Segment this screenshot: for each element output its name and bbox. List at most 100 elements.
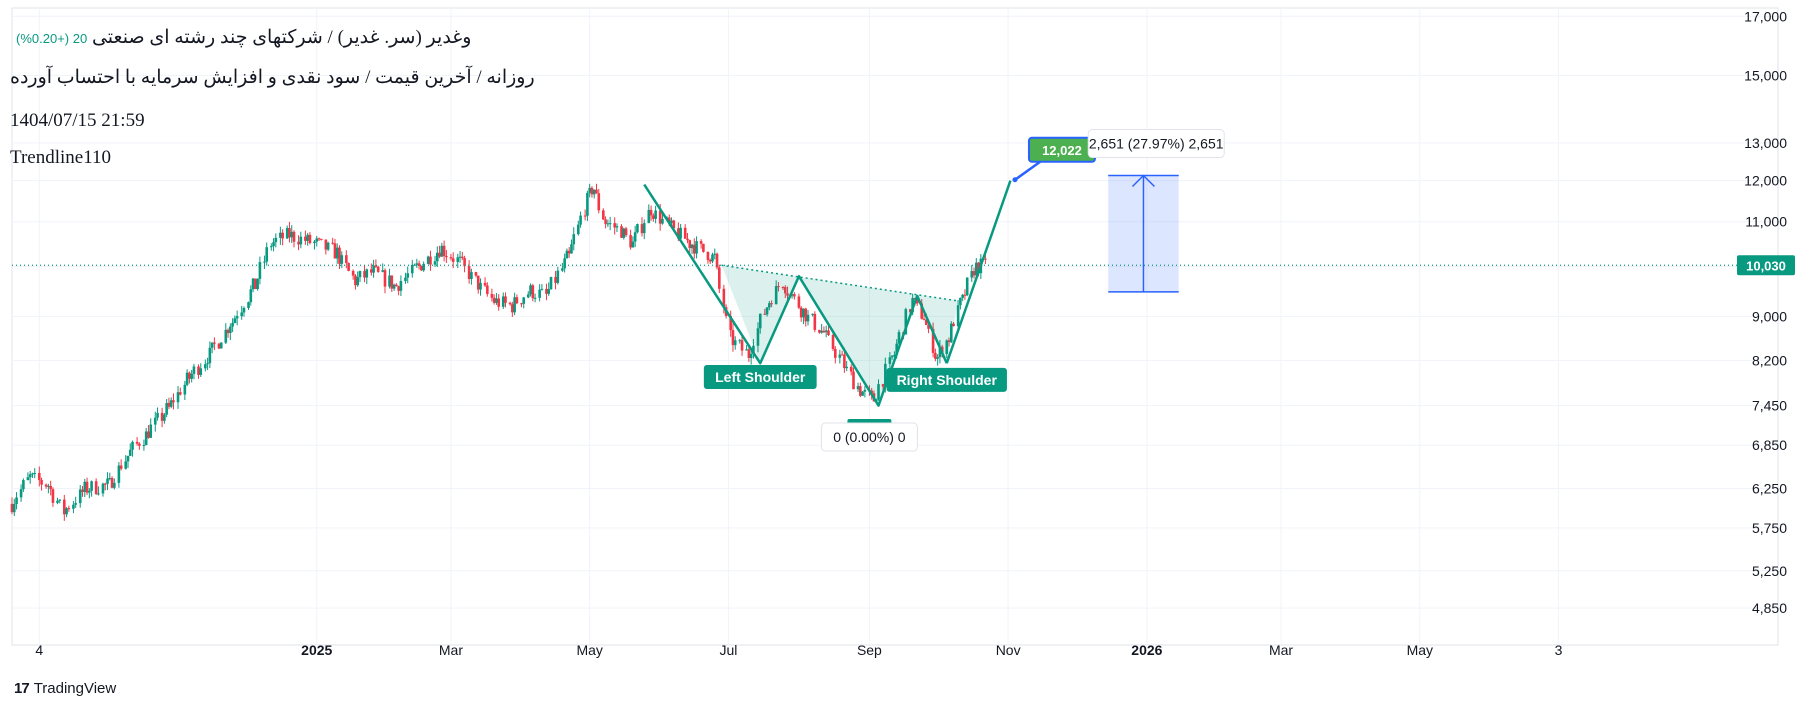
candle-body <box>686 238 689 241</box>
candle-body <box>381 270 385 272</box>
candle-body <box>279 232 282 238</box>
candle-body <box>713 253 717 255</box>
candle-body <box>94 481 98 494</box>
candle-body <box>833 348 837 358</box>
tradingview-brand[interactable]: 17 TradingView <box>14 680 116 697</box>
candle-body <box>692 244 696 254</box>
time-axis[interactable]: 4 2025 Mar May Jul Sep Nov 2026 Mar May 3 <box>35 642 1562 658</box>
candle-body <box>859 386 862 396</box>
candle-body <box>229 326 232 334</box>
candle-body <box>351 270 355 276</box>
candle-body <box>529 285 532 295</box>
candle-body <box>658 210 662 224</box>
candle-body <box>476 275 480 290</box>
candle-body <box>695 241 698 254</box>
candle-body <box>470 272 473 280</box>
candle-body <box>679 227 682 239</box>
candle-body <box>820 330 823 333</box>
candle-body <box>845 366 848 369</box>
candle-body <box>456 257 460 262</box>
candle-body <box>636 224 639 233</box>
candle-body <box>806 314 810 322</box>
time-tick-label: Sep <box>857 642 882 658</box>
candle-body <box>81 489 84 492</box>
candle-body <box>947 340 951 343</box>
candle-body <box>490 293 494 298</box>
projection-arrowhead <box>1131 174 1155 188</box>
candle-body <box>442 245 446 257</box>
price-tick-label: 6,850 <box>1752 437 1787 453</box>
brand-name: TradingView <box>33 680 117 697</box>
time-tick-label: 2026 <box>1131 642 1162 658</box>
last-price-label: 10,030 <box>1746 258 1786 273</box>
candle-body <box>595 189 598 194</box>
candle-body <box>590 187 594 195</box>
candle-body <box>142 445 146 447</box>
price-axis[interactable]: 17,00015,00013,00012,00011,00010,0009,00… <box>12 8 1795 616</box>
candle-body <box>231 322 234 327</box>
time-tick-label: May <box>576 642 602 658</box>
time-tick-label: 4 <box>35 642 43 658</box>
candle-body <box>890 355 894 358</box>
candle-body <box>770 303 773 305</box>
candle-body <box>256 278 259 290</box>
candle-body <box>613 223 616 228</box>
candle-body <box>106 478 109 484</box>
candle-body <box>324 239 328 250</box>
candle-body <box>604 219 607 224</box>
candle-body <box>711 254 714 262</box>
candle-body <box>333 243 337 259</box>
chart-author: Trendline110 <box>10 147 111 168</box>
candle-body <box>358 271 362 278</box>
candle-body <box>206 363 209 365</box>
candle-body <box>533 297 537 299</box>
candle-body <box>197 366 200 375</box>
candle-body <box>745 349 748 351</box>
candle-body <box>706 251 710 261</box>
candle-body <box>461 256 464 259</box>
candle-body <box>763 313 767 315</box>
candle-body <box>188 372 191 379</box>
candle-body <box>288 228 291 238</box>
candle-body <box>33 472 37 474</box>
candle-body <box>511 304 514 313</box>
breakout-line <box>945 180 1012 364</box>
candle-body <box>813 313 817 330</box>
candle-body <box>263 261 266 263</box>
candle-body <box>219 342 223 349</box>
candle-body <box>435 252 439 262</box>
candle-body <box>240 312 244 317</box>
candle-body <box>110 478 114 488</box>
candle-body <box>752 345 755 354</box>
candle-body <box>217 343 221 349</box>
candle-body <box>117 465 121 483</box>
candle-body <box>938 346 942 358</box>
candle-body <box>554 276 557 283</box>
head-and-shoulders-pattern[interactable]: 12,022 <box>643 136 1096 407</box>
candle-body <box>113 482 116 488</box>
candle-body <box>977 262 980 274</box>
candle-body <box>317 238 321 240</box>
last-price-badge <box>1737 255 1795 276</box>
candle-body <box>19 489 23 498</box>
candle-body <box>922 318 926 320</box>
pattern-label-box <box>703 364 817 389</box>
time-tick-label: 3 <box>1555 642 1563 658</box>
candle-body <box>888 357 892 364</box>
candle-body <box>65 508 68 515</box>
pattern-label: Right Shoulder <box>897 372 998 388</box>
candle-body <box>718 267 721 289</box>
price-tick-label: 11,000 <box>1745 214 1787 230</box>
candle-body <box>420 265 423 271</box>
candle-body <box>708 260 712 262</box>
candle-body <box>486 285 489 294</box>
price-projection-range[interactable]: 2,651 (27.97%) 2,651 <box>1087 129 1225 293</box>
candle-body <box>545 288 548 294</box>
candle-body <box>251 278 255 290</box>
candle-body <box>931 328 935 353</box>
candle-body <box>975 262 978 276</box>
candle-body <box>758 313 762 329</box>
candle-body <box>920 303 924 319</box>
candle-body <box>852 371 855 390</box>
